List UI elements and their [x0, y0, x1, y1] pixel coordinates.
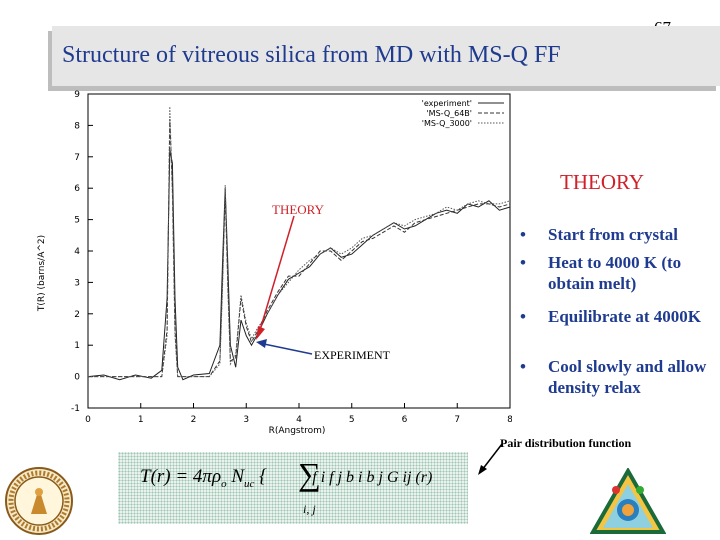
y-tick-label: 5	[74, 216, 80, 226]
legend-label: 'MS-Q_3000'	[422, 119, 472, 128]
y-tick-label: -1	[71, 404, 80, 414]
legend-label: 'experiment'	[422, 99, 472, 108]
y-tick-label: 9	[74, 90, 80, 100]
x-tick-label: 8	[507, 415, 512, 425]
y-tick-label: 1	[74, 341, 80, 351]
y-tick-label: 8	[74, 121, 80, 131]
bullet-text: Start from crystal	[548, 225, 678, 244]
bullet-dot-icon: •	[520, 307, 526, 326]
y-tick-label: 4	[74, 247, 80, 257]
formula-box	[118, 452, 468, 524]
pdf-caption: Pair distribution function	[500, 436, 632, 450]
chart-legend: 'experiment''MS-Q_64B''MS-Q_3000'	[422, 99, 504, 128]
formula-uc-sub: uc	[244, 477, 255, 490]
bullet-dot-icon: •	[520, 225, 526, 244]
y-tick-label: 3	[74, 278, 80, 288]
formula-left: T(r) = 4πρ	[140, 466, 222, 487]
experiment-arrow	[263, 343, 313, 355]
x-axis-label: R(Angstrom)	[269, 426, 326, 436]
formula-rho-sub: o	[221, 477, 227, 490]
x-tick-label: 3	[243, 415, 249, 425]
y-tick-label: 6	[74, 184, 80, 194]
theory-arrowhead	[256, 326, 265, 340]
theory-label-right: THEORY	[560, 170, 644, 194]
y-tick-label: 2	[74, 310, 80, 320]
x-tick-label: 2	[191, 415, 197, 425]
bullet-text: Heat to 4000 K (to obtain melt)	[548, 253, 682, 293]
bullet-text: Cool slowly and allow density relax	[548, 357, 707, 397]
pdf-pointer-arrow	[478, 443, 503, 475]
bullet-text: Equilibrate at 4000K	[548, 307, 702, 326]
y-tick-label: 7	[74, 153, 80, 163]
formula-sigma: ∑	[298, 456, 321, 492]
theory-annotation: THEORY	[272, 202, 325, 217]
x-tick-label: 5	[349, 415, 355, 425]
title-bar	[52, 26, 720, 86]
y-axis-label: T(R) (barns/A^2)	[37, 235, 47, 312]
x-tick-label: 1	[138, 415, 144, 425]
experiment-annotation: EXPERIMENT	[314, 348, 391, 362]
pdf-formula: T(r) = 4πρo Nuc { f i f j b i b j G ij (…	[140, 466, 433, 490]
x-tick-label: 4	[296, 415, 302, 425]
x-tick-label: 7	[454, 415, 460, 425]
bullet-dot-icon: •	[520, 253, 526, 272]
formula-sum-index: i, j	[303, 502, 316, 516]
caltech-seal-icon	[5, 467, 73, 535]
legend-label: 'MS-Q_64B'	[426, 109, 472, 118]
x-tick-label: 0	[85, 415, 91, 425]
plot-frame	[87, 93, 511, 409]
y-ticks: -1 0 1 2 3 4 5 6 7 8 9	[71, 90, 93, 414]
x-tick-label: 6	[402, 415, 408, 425]
theory-arrow	[259, 215, 295, 331]
bullet-dot-icon: •	[520, 357, 526, 376]
x-ticks: 0 1 2 3 4 5 6 7 8	[85, 403, 512, 425]
experiment-arrowhead	[256, 339, 267, 348]
formula-right: f i f j b i b j G ij (r)	[312, 469, 433, 486]
formula-n: N	[231, 466, 245, 487]
msc-triangle-logo-icon	[590, 468, 666, 534]
slide-title: Structure of vitreous silica from MD wit…	[62, 42, 561, 68]
y-tick-label: 0	[74, 373, 80, 383]
